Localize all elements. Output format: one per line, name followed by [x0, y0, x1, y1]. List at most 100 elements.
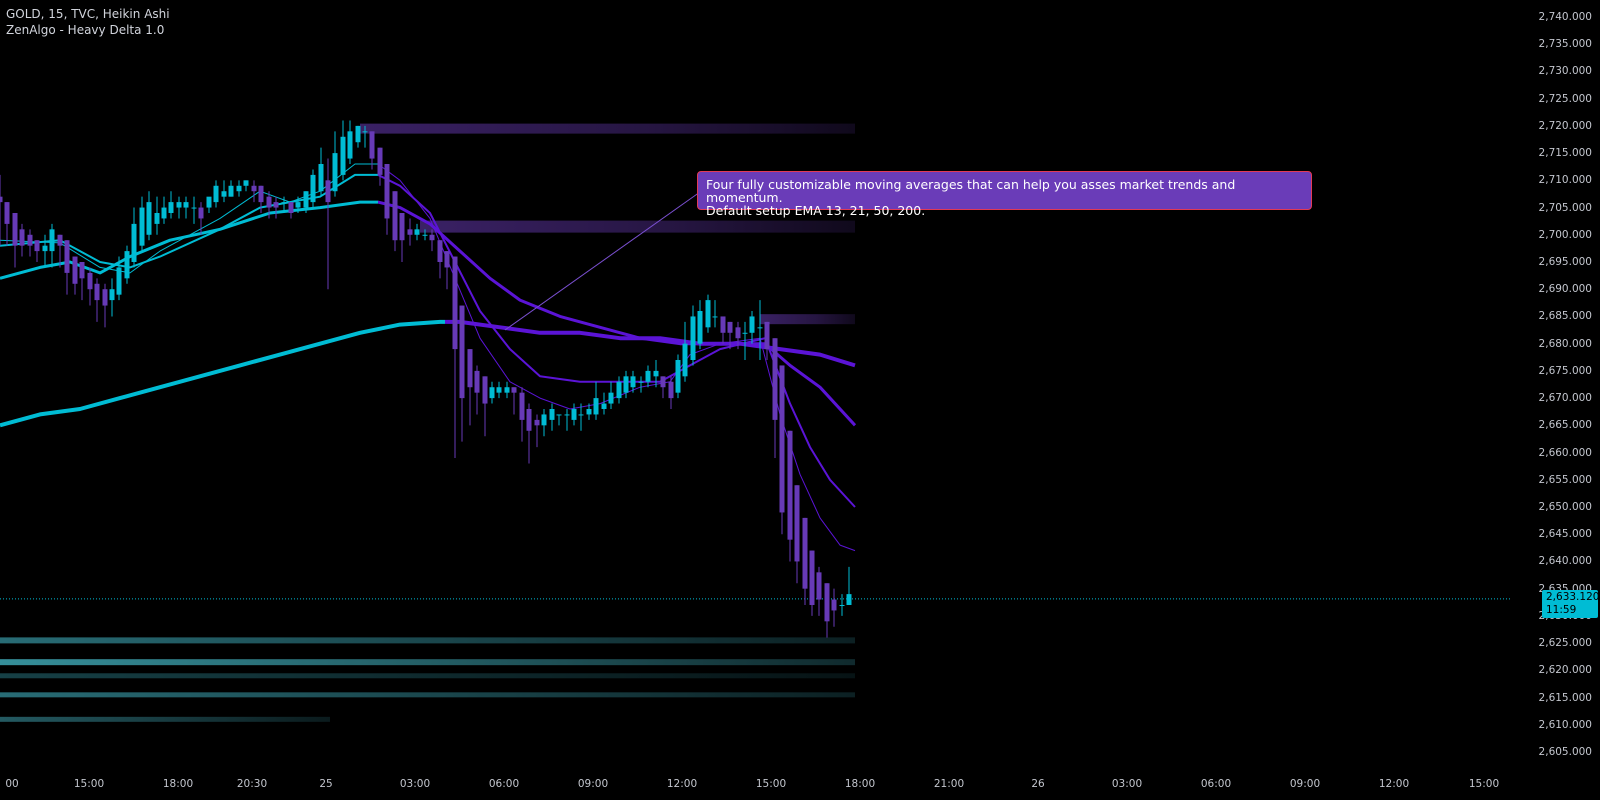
price-tick-label: 2,640.000	[1538, 555, 1592, 568]
chart-legend: GOLD, 15, TVC, Heikin Ashi ZenAlgo - Hea…	[6, 6, 170, 38]
candle-body	[310, 174, 316, 203]
candle-body	[273, 202, 279, 208]
candle-body	[764, 321, 770, 350]
candle-body	[534, 419, 540, 426]
time-tick-label: 06:00	[1200, 778, 1232, 790]
ema-line-200	[445, 319, 856, 368]
candle-body	[757, 327, 763, 329]
time-tick-label: 15:00	[1468, 778, 1500, 790]
candle-body	[34, 240, 40, 252]
candle-body	[422, 234, 428, 236]
candle-body	[102, 289, 108, 306]
volume-profile-bar	[760, 314, 855, 325]
time-tick-label: 12:00	[666, 778, 698, 790]
time-tick-label: 03:00	[399, 778, 431, 790]
candle-body	[42, 245, 48, 252]
candle-body	[325, 180, 331, 203]
time-tick-label: 25	[319, 778, 333, 790]
price-tick-label: 2,650.000	[1538, 501, 1592, 513]
candle-body	[504, 387, 510, 393]
price-tick-label: 2,620.000	[1538, 664, 1592, 677]
time-tick-label: 20:30	[236, 778, 268, 790]
candle-body	[12, 213, 18, 246]
candle-body	[653, 370, 659, 377]
candle-body	[571, 409, 577, 420]
volume-profile-bar	[0, 637, 855, 644]
candle-body	[347, 131, 353, 159]
candle-body	[608, 392, 614, 404]
candle-body	[787, 430, 793, 540]
time-axis[interactable]: 00 15:00 18:00 20:30 25 03:00 06:00 09:00 12:00 1…	[0, 770, 1512, 800]
candle-body	[586, 409, 592, 415]
candle-body	[816, 572, 822, 600]
time-tick-label: 06:00	[488, 778, 520, 790]
candle-body	[332, 153, 338, 192]
candle-body	[139, 207, 145, 246]
candle-body	[444, 251, 450, 268]
candle-body	[116, 267, 122, 295]
candle-body	[176, 202, 182, 208]
candle-body	[236, 185, 242, 192]
candle-body	[228, 185, 234, 197]
candle-body	[459, 305, 465, 399]
price-tick-label: 2,625.000	[1538, 637, 1592, 650]
price-tick-label: 2,720.000	[1538, 119, 1592, 132]
candle-body	[549, 409, 555, 420]
price-tick-label: 2,615.000	[1538, 691, 1592, 704]
candle-body	[511, 387, 517, 393]
candle-body	[303, 191, 309, 208]
candle-body	[564, 414, 570, 416]
candle-body	[630, 376, 636, 388]
time-tick-label: 18:00	[844, 778, 876, 790]
candle-body	[467, 349, 473, 388]
annotation-line-1: Four fully customizable moving averages …	[706, 177, 1236, 205]
candle-body	[377, 147, 383, 175]
price-axis[interactable]: 2,740.000 2,735.000 2,730.000 2,725.000 2,72…	[1512, 0, 1600, 800]
candle-body	[772, 338, 778, 420]
annotation-line-2: Default setup EMA 13, 21, 50, 200.	[706, 203, 926, 218]
time-tick-label: 03:00	[1111, 778, 1143, 790]
bar-countdown: 11:59	[1546, 603, 1577, 616]
annotation-callout[interactable]: Four fully customizable moving averages …	[697, 171, 1312, 217]
candle-body	[183, 202, 189, 208]
candle-body	[623, 376, 629, 393]
candle-body	[697, 311, 703, 344]
price-tick-label: 2,665.000	[1538, 419, 1592, 432]
time-tick-label: 15:00	[755, 778, 787, 790]
candle-body	[616, 381, 622, 399]
candle-body	[824, 583, 830, 622]
last-price-badge: 2,633.120 11:59	[1542, 589, 1599, 618]
candle-body	[593, 398, 599, 415]
candle-body	[742, 332, 748, 334]
ema-line-200	[0, 319, 445, 428]
symbol-info[interactable]: GOLD, 15, TVC, Heikin Ashi	[6, 7, 170, 21]
candle-body	[288, 202, 294, 213]
candle-body	[831, 599, 837, 611]
time-tick-label: 18:00	[162, 778, 194, 790]
candle-body	[682, 343, 688, 377]
candle-body	[318, 164, 324, 192]
candle-body	[660, 376, 666, 388]
candle-body	[384, 164, 390, 219]
candle-body	[556, 414, 562, 416]
price-tick-label: 2,735.000	[1538, 38, 1592, 51]
candle-body	[407, 229, 413, 235]
candle-body	[668, 381, 674, 399]
indicator-name[interactable]: ZenAlgo - Heavy Delta 1.0	[6, 23, 165, 37]
time-tick-label: 12:00	[1378, 778, 1410, 790]
candle-body	[355, 125, 361, 143]
candle-body	[645, 370, 651, 382]
price-tick-label: 2,695.000	[1538, 256, 1592, 268]
ema-line-50	[0, 200, 378, 280]
candle-body	[266, 196, 272, 208]
candle-body	[414, 229, 420, 235]
candle-body	[206, 196, 212, 208]
candle-body	[541, 414, 547, 426]
candle-body	[154, 213, 160, 224]
candle-body	[0, 196, 3, 203]
candle-body	[392, 191, 398, 241]
price-tick-label: 2,730.000	[1538, 65, 1592, 78]
candle-body	[243, 180, 249, 186]
